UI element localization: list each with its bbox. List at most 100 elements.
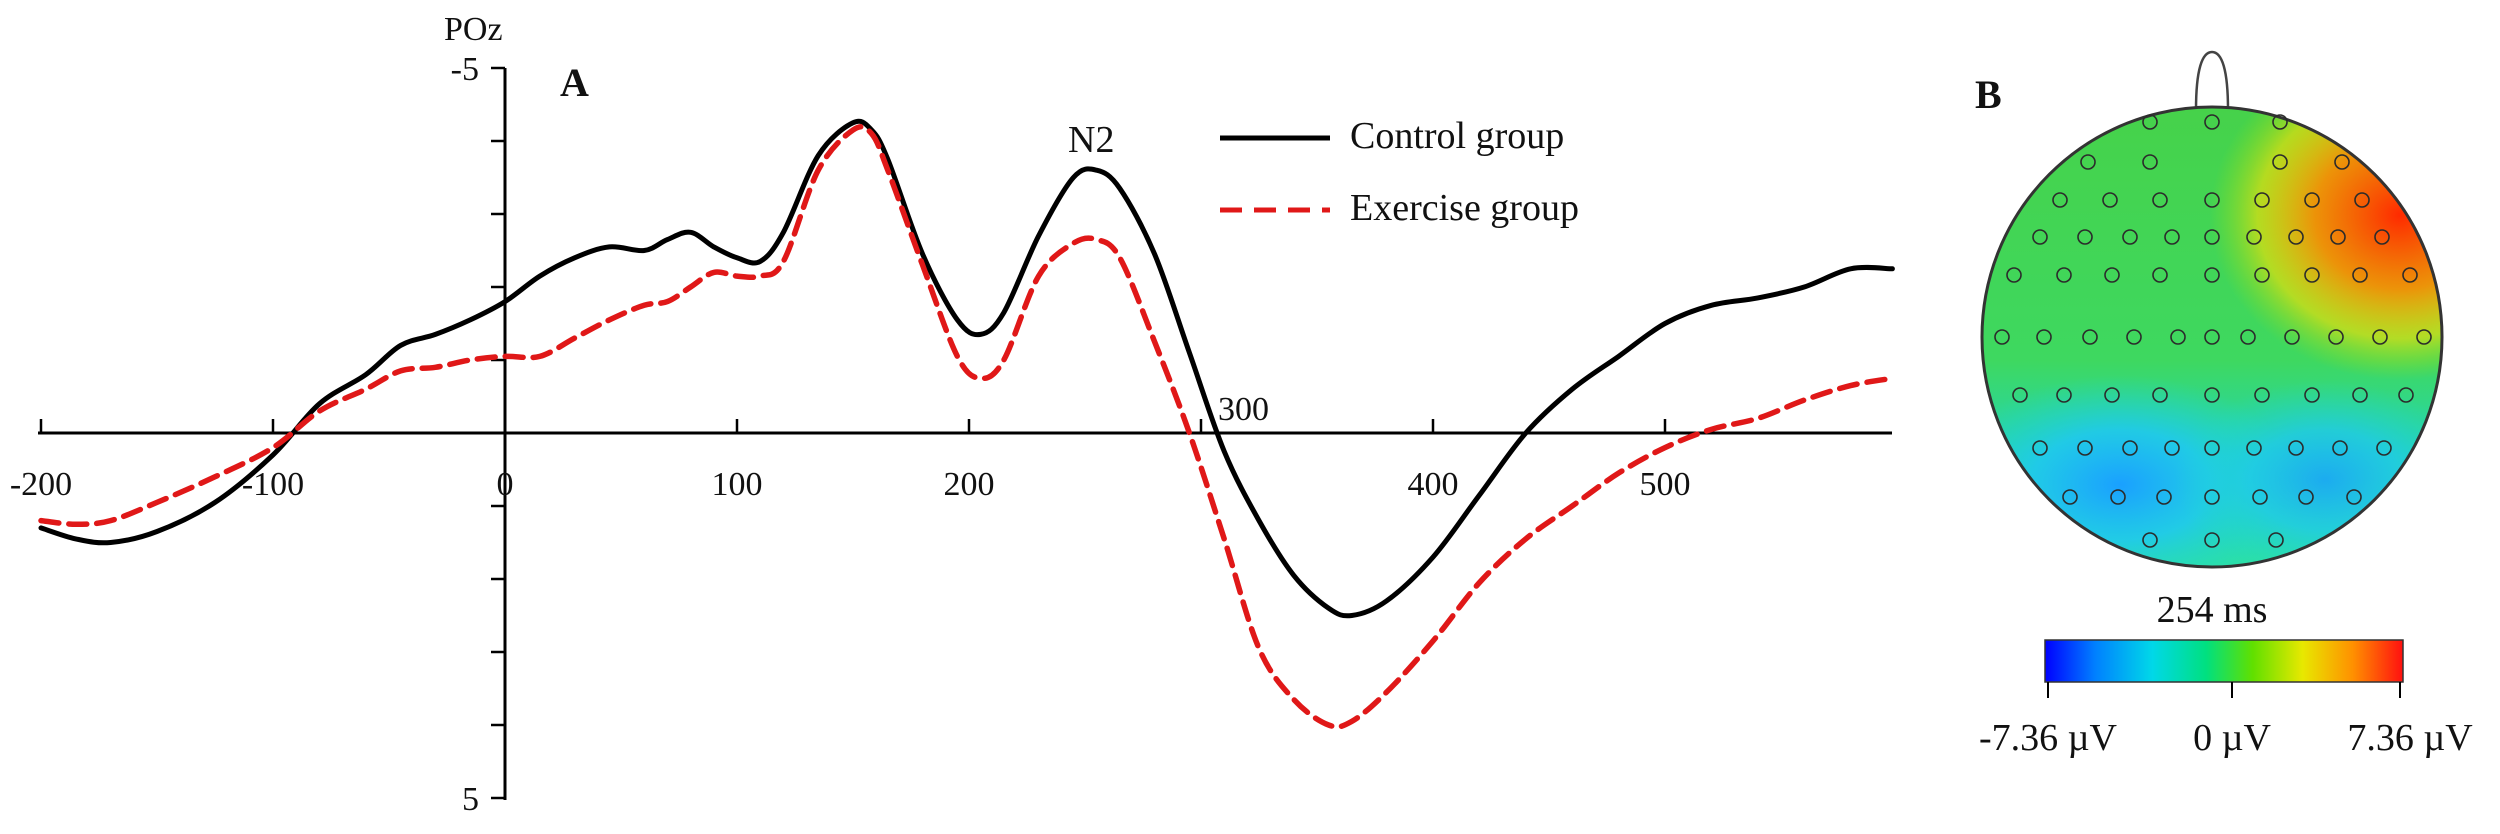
series-line-control xyxy=(38,118,1895,619)
electrode-marker xyxy=(2156,489,2172,505)
x-tick-label: 400 xyxy=(1408,466,1459,503)
annotation-300: 300 xyxy=(1218,391,1269,428)
electrode-marker xyxy=(2204,532,2220,548)
electrode-marker xyxy=(1994,329,2010,345)
topomap-time-label: 254 ms xyxy=(2157,589,2268,631)
legend: Control group Exercise group xyxy=(1220,115,1579,229)
electrode-marker xyxy=(2204,229,2220,245)
electrode-marker xyxy=(2204,489,2220,505)
electrode-marker xyxy=(2170,329,2186,345)
electrode-marker xyxy=(2164,440,2180,456)
electrode-marker xyxy=(2126,329,2142,345)
colorbar xyxy=(2044,639,2404,683)
panel-a-letter: A xyxy=(560,60,589,105)
electrode-marker xyxy=(2246,440,2262,456)
electrode-marker xyxy=(2398,387,2414,403)
head-outline xyxy=(1980,105,2444,569)
electrode-marker xyxy=(2268,532,2284,548)
electrode-marker xyxy=(2254,267,2270,283)
electrode-marker xyxy=(2102,192,2118,208)
electrode-marker xyxy=(2142,532,2158,548)
electrode-marker xyxy=(2056,267,2072,283)
electrode-marker xyxy=(2104,267,2120,283)
electrode-marker xyxy=(2152,192,2168,208)
electrode-marker xyxy=(2416,329,2432,345)
nose-outline xyxy=(2194,50,2230,111)
electrode-marker xyxy=(2254,192,2270,208)
electrode-marker xyxy=(2152,387,2168,403)
electrode-marker xyxy=(2077,229,2093,245)
electrode-marker xyxy=(2082,329,2098,345)
electrode-marker xyxy=(2164,229,2180,245)
electrode-marker xyxy=(2142,114,2158,130)
electrode-marker xyxy=(2036,329,2052,345)
electrode-marker xyxy=(2240,329,2256,345)
x-ticks: -200 -100 0 100 200 400 500 xyxy=(10,419,1691,503)
electrode-marker xyxy=(2352,387,2368,403)
electrode-marker xyxy=(2006,267,2022,283)
electrode-marker xyxy=(2304,387,2320,403)
electrode-marker xyxy=(2142,154,2158,170)
electrode-marker xyxy=(2052,192,2068,208)
electrode-marker xyxy=(2204,114,2220,130)
electrode-marker xyxy=(2402,267,2418,283)
erp-chart: -200 -100 0 100 200 400 500 -55 POz A N2 300 C… xyxy=(10,11,1896,818)
electrode-marker xyxy=(2204,440,2220,456)
electrode-marker xyxy=(2334,154,2350,170)
electrode-markers xyxy=(1994,114,2432,548)
electrode-marker xyxy=(2376,440,2392,456)
x-tick-label: 500 xyxy=(1640,466,1691,503)
series-line-exercise xyxy=(38,124,1896,730)
electrode-marker xyxy=(2080,154,2096,170)
electrode-marker xyxy=(2354,192,2370,208)
electrode-marker xyxy=(2288,440,2304,456)
colorbar-mid-label: 0 µV xyxy=(2193,717,2271,759)
electrode-marker xyxy=(2122,440,2138,456)
electrode-marker xyxy=(2352,267,2368,283)
electrode-marker xyxy=(2104,387,2120,403)
electrode-marker xyxy=(2330,229,2346,245)
legend-control-label: Control group xyxy=(1350,115,1564,157)
channel-label: POz xyxy=(444,11,503,48)
n2-annotation: N2 xyxy=(1068,119,1114,161)
electrode-marker xyxy=(2246,229,2262,245)
electrode-marker xyxy=(2288,229,2304,245)
electrode-marker xyxy=(2304,192,2320,208)
y-tick-label: -5 xyxy=(451,51,479,88)
electrode-marker xyxy=(2032,229,2048,245)
electrode-marker xyxy=(2012,387,2028,403)
electrode-marker xyxy=(2110,489,2126,505)
electrode-marker xyxy=(2328,329,2344,345)
electrode-marker xyxy=(2204,192,2220,208)
electrode-marker xyxy=(2204,387,2220,403)
electrode-marker xyxy=(2056,387,2072,403)
electrode-marker xyxy=(2332,440,2348,456)
electrode-marker xyxy=(2152,267,2168,283)
electrode-marker xyxy=(2346,489,2362,505)
electrode-marker xyxy=(2062,489,2078,505)
electrode-marker xyxy=(2304,267,2320,283)
electrode-marker xyxy=(2032,440,2048,456)
legend-exercise-label: Exercise group xyxy=(1350,187,1579,229)
electrode-marker xyxy=(2272,114,2288,130)
electrode-marker xyxy=(2298,489,2314,505)
topomap-panel: B 254 ms -7.36 µV 0 µV 7.36 µV xyxy=(1975,50,2473,759)
electrode-marker xyxy=(2254,387,2270,403)
y-ticks: -5 5 xyxy=(451,51,505,818)
electrode-marker xyxy=(2374,229,2390,245)
electrode-marker xyxy=(2252,489,2268,505)
colorbar-min-label: -7.36 µV xyxy=(1979,717,2118,759)
x-tick-label: 200 xyxy=(944,466,995,503)
x-tick-label: 0 xyxy=(497,466,514,503)
electrode-marker xyxy=(2122,229,2138,245)
x-tick-label: -200 xyxy=(10,466,72,503)
scalp-topography xyxy=(1982,107,2442,567)
x-tick-label: 100 xyxy=(712,466,763,503)
electrode-marker xyxy=(2284,329,2300,345)
series-layer xyxy=(38,118,1896,730)
colorbar-max-label: 7.36 µV xyxy=(2347,717,2473,759)
panel-b-letter: B xyxy=(1975,72,2002,117)
electrode-marker xyxy=(2204,267,2220,283)
